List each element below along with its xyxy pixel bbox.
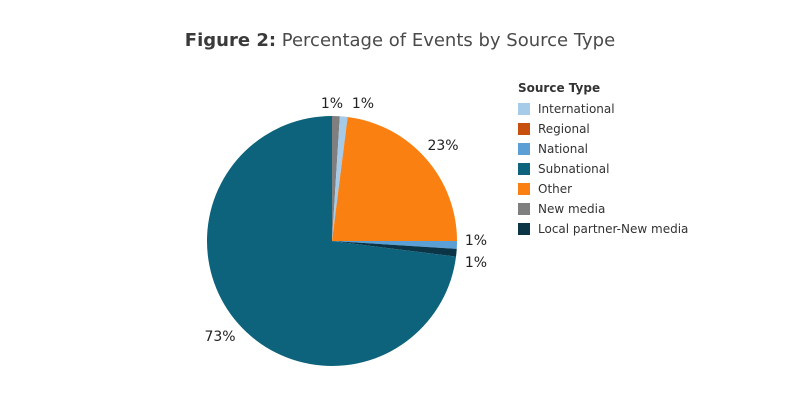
legend-item-other: Other — [518, 179, 688, 199]
legend-item-local-partner-new-media: Local partner-New media — [518, 219, 688, 239]
legend-swatch — [518, 183, 530, 195]
pie-slice-subnational — [206, 115, 457, 366]
legend-swatch — [518, 203, 530, 215]
legend-label: Regional — [538, 122, 590, 136]
pie-slice-labels: 1% 1% 23% 1% 1% 73% — [204, 96, 487, 345]
chart-title-prefix: Figure 2: — [184, 30, 277, 51]
slice-label-national: 1% — [465, 233, 487, 249]
pie-slice-new-media — [332, 116, 340, 241]
legend-swatch — [518, 223, 530, 235]
legend-swatch — [518, 123, 530, 135]
slice-label-other: 23% — [427, 138, 458, 154]
pie-slices — [206, 115, 457, 366]
slice-label-local-partner-new-media: 1% — [465, 255, 487, 271]
pie-slice-international — [332, 116, 348, 241]
legend-label: Subnational — [538, 162, 610, 176]
legend-item-subnational: Subnational — [518, 159, 688, 179]
legend-item-national: National — [518, 139, 688, 159]
slice-label-new-media: 1% — [321, 96, 343, 112]
legend: Source Type International Regional Nationa… — [518, 81, 688, 239]
chart-title-text: Percentage of Events by Source Type — [276, 30, 616, 51]
legend-item-regional: Regional — [518, 119, 688, 139]
legend-item-international: International — [518, 99, 688, 119]
legend-swatch — [518, 103, 530, 115]
legend-item-new-media: New media — [518, 199, 688, 219]
legend-swatch — [518, 163, 530, 175]
pie-slice-local-partner-new-media — [332, 241, 457, 257]
legend-swatch — [518, 143, 530, 155]
legend-title: Source Type — [518, 81, 601, 95]
slice-label-subnational: 73% — [204, 329, 235, 345]
legend-label: Other — [538, 182, 573, 196]
legend-label: New media — [538, 202, 606, 216]
pie-slice-national — [332, 241, 457, 249]
legend-label: Local partner-New media — [538, 222, 689, 236]
legend-label: International — [538, 102, 615, 116]
slice-label-international: 1% — [352, 96, 374, 112]
legend-label: National — [538, 142, 589, 156]
legend-items: International Regional National Subnational… — [518, 99, 688, 239]
chart-title: Figure 2: Percentage of Events by Source… — [0, 30, 800, 51]
pie-slice-other — [332, 116, 457, 241]
